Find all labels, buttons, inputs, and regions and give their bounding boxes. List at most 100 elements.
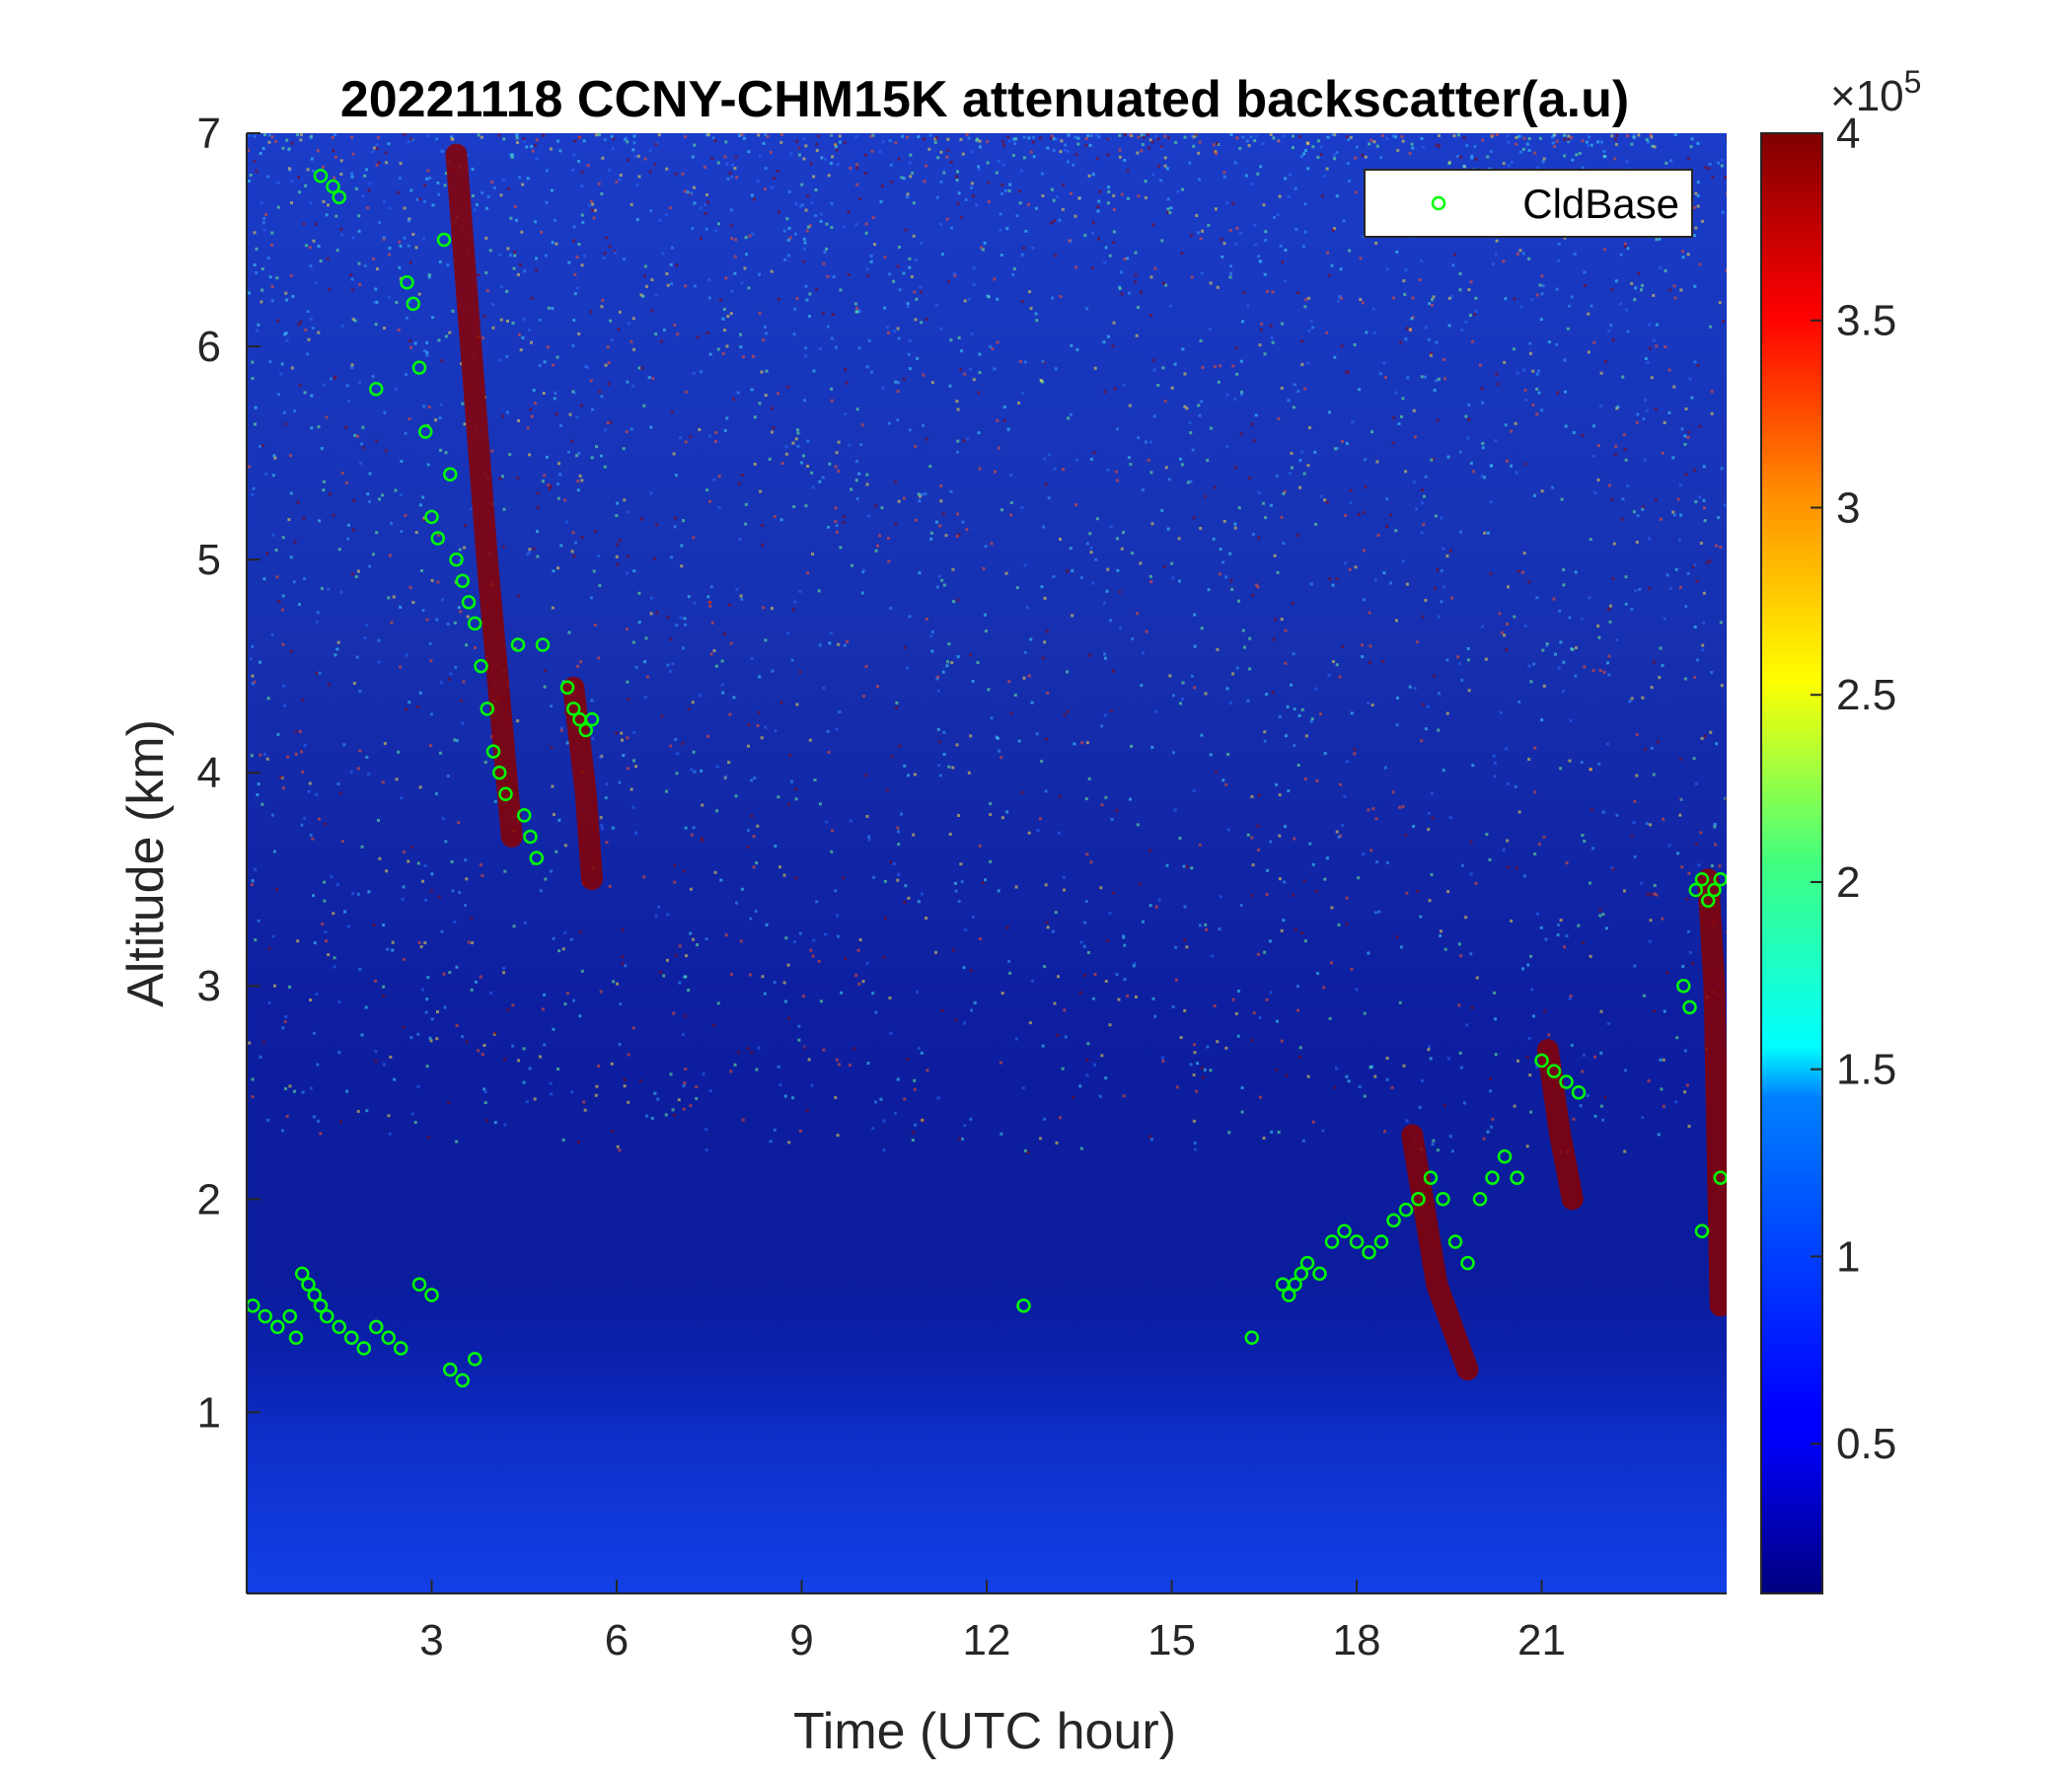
heatmap-speckle <box>1088 653 1092 657</box>
heatmap-speckle <box>1167 478 1171 481</box>
heatmap-speckle <box>762 606 766 610</box>
heatmap-speckle <box>1630 834 1634 838</box>
heatmap-speckle <box>1608 620 1612 624</box>
heatmap-speckle <box>408 345 412 349</box>
heatmap-speckle <box>351 528 355 532</box>
heatmap-speckle <box>919 290 923 294</box>
heatmap-speckle <box>430 872 434 876</box>
heatmap-speckle <box>1649 823 1653 827</box>
heatmap-speckle <box>904 884 908 888</box>
heatmap-speckle <box>368 500 372 504</box>
heatmap-speckle <box>1708 325 1712 329</box>
heatmap-speckle <box>1212 143 1216 147</box>
heatmap-speckle <box>1369 849 1373 852</box>
heatmap-speckle <box>673 323 677 327</box>
heatmap-speckle <box>592 216 596 220</box>
heatmap-speckle <box>854 134 858 138</box>
heatmap-speckle <box>831 829 835 833</box>
heatmap-speckle <box>836 934 840 938</box>
heatmap-speckle <box>1653 892 1657 896</box>
heatmap-speckle <box>399 162 403 166</box>
heatmap-speckle <box>1507 164 1511 168</box>
heatmap-speckle <box>784 452 788 456</box>
heatmap-speckle <box>1353 747 1357 751</box>
heatmap-speckle <box>1305 141 1309 145</box>
heatmap-speckle <box>446 623 450 627</box>
heatmap-speckle <box>920 892 924 896</box>
heatmap-speckle <box>336 640 340 644</box>
heatmap-speckle <box>692 185 696 189</box>
heatmap-speckle <box>928 465 932 469</box>
heatmap-speckle <box>1325 856 1329 860</box>
heatmap-speckle <box>485 206 489 210</box>
x-tick-label: 3 <box>419 1616 443 1665</box>
heatmap-speckle <box>1221 560 1225 564</box>
heatmap-speckle <box>1052 198 1056 202</box>
heatmap-speckle <box>689 887 693 891</box>
heatmap-speckle <box>1192 1119 1196 1123</box>
heatmap-speckle <box>1445 555 1449 558</box>
heatmap-speckle <box>1228 552 1232 555</box>
heatmap-speckle <box>276 732 280 736</box>
heatmap-speckle <box>1123 258 1127 261</box>
heatmap-speckle <box>1556 391 1560 395</box>
heatmap-speckle <box>1190 134 1194 138</box>
heatmap-speckle <box>515 133 519 137</box>
heatmap-speckle <box>650 278 654 282</box>
heatmap-speckle <box>1335 151 1339 155</box>
heatmap-speckle <box>1710 864 1714 868</box>
heatmap-speckle <box>1263 352 1267 356</box>
heatmap-speckle <box>508 453 512 457</box>
heatmap-speckle <box>526 426 530 430</box>
heatmap-speckle <box>1379 156 1383 160</box>
heatmap-speckle <box>575 286 579 290</box>
heatmap-speckle <box>1248 636 1252 640</box>
heatmap-speckle <box>682 646 686 650</box>
heatmap-speckle <box>591 202 595 206</box>
heatmap-speckle <box>1363 549 1367 553</box>
heatmap-speckle <box>1239 903 1243 907</box>
heatmap-speckle <box>1000 192 1004 196</box>
heatmap-speckle <box>1330 906 1334 910</box>
heatmap-speckle <box>1702 498 1706 502</box>
heatmap-speckle <box>1144 180 1147 184</box>
heatmap-speckle <box>1496 382 1500 386</box>
heatmap-speckle <box>834 506 838 510</box>
heatmap-speckle <box>1278 194 1282 198</box>
heatmap-speckle <box>1292 134 1295 138</box>
heatmap-speckle <box>1071 614 1074 618</box>
heatmap-speckle <box>983 241 987 245</box>
heatmap-speckle <box>285 138 289 142</box>
heatmap-speckle <box>1120 192 1124 196</box>
heatmap-speckle <box>523 921 527 925</box>
heatmap-speckle <box>867 338 871 342</box>
heatmap-speckle <box>1646 892 1650 896</box>
heatmap-speckle <box>1385 497 1389 501</box>
heatmap-speckle <box>1291 146 1295 150</box>
heatmap-speckle <box>1568 616 1572 620</box>
heatmap-speckle <box>1238 231 1242 235</box>
heatmap-speckle <box>787 1141 791 1145</box>
heatmap-speckle <box>1126 196 1130 200</box>
heatmap-speckle <box>267 946 271 950</box>
heatmap-speckle <box>535 268 539 272</box>
heatmap-speckle <box>576 1140 580 1144</box>
heatmap-speckle <box>1413 687 1417 691</box>
heatmap-speckle <box>399 605 403 609</box>
heatmap-speckle <box>1207 588 1211 592</box>
cldbase-point <box>400 274 414 290</box>
cldbase-point <box>455 1372 470 1388</box>
heatmap-speckle <box>1136 612 1140 616</box>
heatmap-speckle <box>764 332 768 335</box>
heatmap-speckle <box>382 994 386 998</box>
heatmap-speckle <box>734 238 738 242</box>
heatmap-speckle <box>1053 467 1057 471</box>
heatmap-speckle <box>1005 227 1009 231</box>
heatmap-speckle <box>1643 458 1647 462</box>
heatmap-speckle <box>728 172 732 176</box>
heatmap-speckle <box>447 1101 451 1105</box>
heatmap-speckle <box>1326 135 1330 139</box>
heatmap-speckle <box>907 304 911 308</box>
heatmap-speckle <box>703 212 707 216</box>
heatmap-speckle <box>1652 293 1656 297</box>
